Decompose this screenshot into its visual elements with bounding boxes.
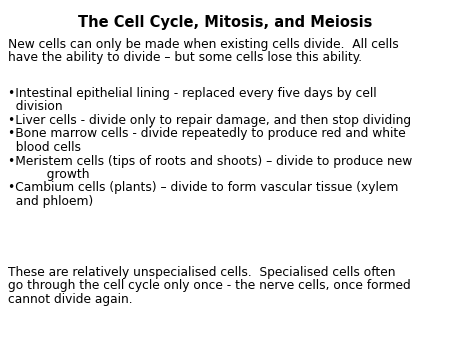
Text: have the ability to divide – but some cells lose this ability.: have the ability to divide – but some ce… (8, 51, 362, 65)
Text: go through the cell cycle only once - the nerve cells, once formed: go through the cell cycle only once - th… (8, 280, 411, 292)
Text: and phloem): and phloem) (8, 195, 93, 208)
Text: •Intestinal epithelial lining - replaced every five days by cell: •Intestinal epithelial lining - replaced… (8, 87, 377, 100)
Text: These are relatively unspecialised cells.  Specialised cells often: These are relatively unspecialised cells… (8, 266, 396, 279)
Text: •Meristem cells (tips of roots and shoots) – divide to produce new: •Meristem cells (tips of roots and shoot… (8, 154, 412, 168)
Text: •Bone marrow cells - divide repeatedly to produce red and white: •Bone marrow cells - divide repeatedly t… (8, 127, 406, 141)
Text: •Liver cells - divide only to repair damage, and then stop dividing: •Liver cells - divide only to repair dam… (8, 114, 411, 127)
Text: cannot divide again.: cannot divide again. (8, 293, 133, 306)
Text: division: division (8, 100, 63, 114)
Text: growth: growth (8, 168, 90, 181)
Text: The Cell Cycle, Mitosis, and Meiosis: The Cell Cycle, Mitosis, and Meiosis (78, 15, 372, 30)
Text: •Cambium cells (plants) – divide to form vascular tissue (xylem: •Cambium cells (plants) – divide to form… (8, 182, 398, 194)
Text: blood cells: blood cells (8, 141, 81, 154)
Text: New cells can only be made when existing cells divide.  All cells: New cells can only be made when existing… (8, 38, 399, 51)
